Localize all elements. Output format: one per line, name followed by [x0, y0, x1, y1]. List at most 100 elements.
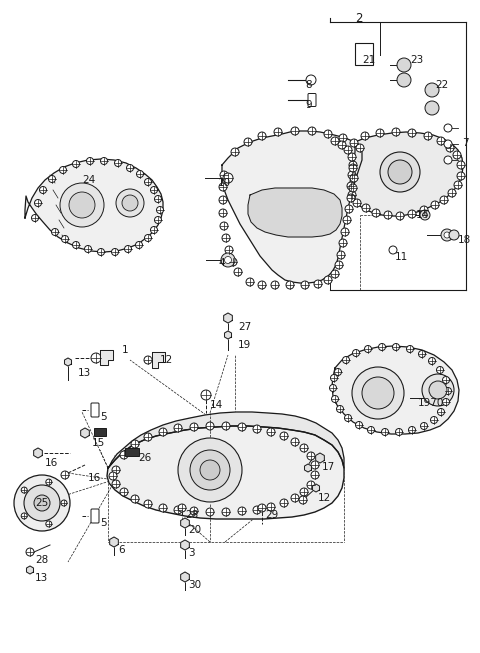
Circle shape — [436, 366, 444, 374]
Circle shape — [431, 201, 439, 209]
Circle shape — [453, 151, 461, 159]
Text: 23: 23 — [410, 55, 423, 65]
Circle shape — [111, 249, 119, 255]
Circle shape — [331, 137, 339, 145]
Polygon shape — [224, 313, 232, 323]
Circle shape — [201, 390, 211, 400]
Circle shape — [69, 192, 95, 218]
Circle shape — [389, 246, 397, 254]
Circle shape — [151, 187, 157, 193]
Polygon shape — [304, 464, 312, 472]
Circle shape — [100, 157, 108, 165]
Circle shape — [291, 494, 299, 502]
Circle shape — [220, 222, 228, 230]
Text: 25: 25 — [35, 498, 48, 508]
Circle shape — [345, 415, 351, 421]
Polygon shape — [222, 131, 362, 283]
Text: 16: 16 — [88, 473, 101, 483]
Text: 3: 3 — [188, 548, 194, 558]
Text: 6: 6 — [118, 545, 125, 555]
Circle shape — [311, 461, 319, 469]
Text: 5: 5 — [100, 518, 107, 528]
Circle shape — [444, 124, 452, 132]
Circle shape — [219, 196, 227, 204]
Circle shape — [46, 479, 52, 485]
Circle shape — [222, 234, 230, 242]
Text: 24: 24 — [82, 175, 95, 185]
Circle shape — [332, 396, 338, 402]
Text: 5: 5 — [100, 412, 107, 422]
Text: 16: 16 — [45, 458, 58, 468]
Circle shape — [425, 83, 439, 97]
Circle shape — [443, 398, 449, 406]
Circle shape — [364, 345, 372, 353]
Circle shape — [335, 368, 341, 375]
Circle shape — [291, 127, 299, 135]
Circle shape — [21, 487, 27, 493]
Circle shape — [324, 130, 332, 138]
Circle shape — [441, 229, 453, 241]
Circle shape — [61, 471, 69, 479]
Polygon shape — [316, 453, 324, 463]
Polygon shape — [180, 572, 189, 582]
Text: 30: 30 — [188, 580, 201, 590]
Text: 15: 15 — [92, 438, 105, 448]
Text: 13: 13 — [35, 573, 48, 583]
Circle shape — [244, 138, 252, 146]
Circle shape — [420, 422, 428, 430]
Circle shape — [382, 428, 388, 436]
Circle shape — [308, 127, 316, 135]
Circle shape — [344, 146, 352, 154]
Circle shape — [72, 161, 80, 168]
Circle shape — [331, 270, 339, 278]
Text: 27: 27 — [238, 322, 251, 332]
Circle shape — [72, 242, 80, 249]
Polygon shape — [108, 412, 344, 468]
Circle shape — [115, 159, 121, 167]
Circle shape — [396, 212, 404, 220]
Circle shape — [131, 440, 139, 448]
Circle shape — [116, 189, 144, 217]
Text: 12: 12 — [160, 355, 173, 365]
Circle shape — [440, 196, 448, 204]
Polygon shape — [248, 188, 342, 237]
Circle shape — [280, 499, 288, 507]
Circle shape — [437, 137, 445, 145]
Circle shape — [345, 205, 353, 213]
Circle shape — [422, 212, 428, 217]
Circle shape — [24, 485, 60, 521]
Circle shape — [353, 199, 361, 207]
Circle shape — [306, 75, 316, 85]
Circle shape — [343, 216, 351, 224]
Circle shape — [448, 189, 456, 197]
Circle shape — [449, 230, 459, 240]
Circle shape — [135, 242, 143, 249]
Circle shape — [425, 101, 439, 115]
Circle shape — [348, 171, 356, 179]
Circle shape — [229, 258, 237, 266]
Circle shape — [253, 506, 261, 514]
Circle shape — [112, 466, 120, 474]
Circle shape — [222, 422, 230, 430]
Text: 28: 28 — [35, 555, 48, 565]
Circle shape — [286, 281, 294, 289]
Circle shape — [144, 178, 152, 185]
Bar — [94, 428, 106, 436]
Text: 1970: 1970 — [418, 398, 444, 408]
Circle shape — [174, 506, 182, 514]
Circle shape — [291, 438, 299, 446]
Circle shape — [376, 129, 384, 137]
Text: 14: 14 — [416, 210, 429, 220]
Circle shape — [352, 367, 404, 419]
Circle shape — [219, 209, 227, 217]
Circle shape — [362, 204, 370, 212]
Circle shape — [350, 174, 358, 182]
Circle shape — [159, 428, 167, 436]
Polygon shape — [180, 540, 189, 550]
Circle shape — [457, 161, 465, 169]
Polygon shape — [109, 537, 119, 547]
Text: 29: 29 — [265, 510, 278, 520]
Circle shape — [136, 170, 144, 178]
Circle shape — [431, 417, 437, 424]
Circle shape — [407, 345, 413, 353]
